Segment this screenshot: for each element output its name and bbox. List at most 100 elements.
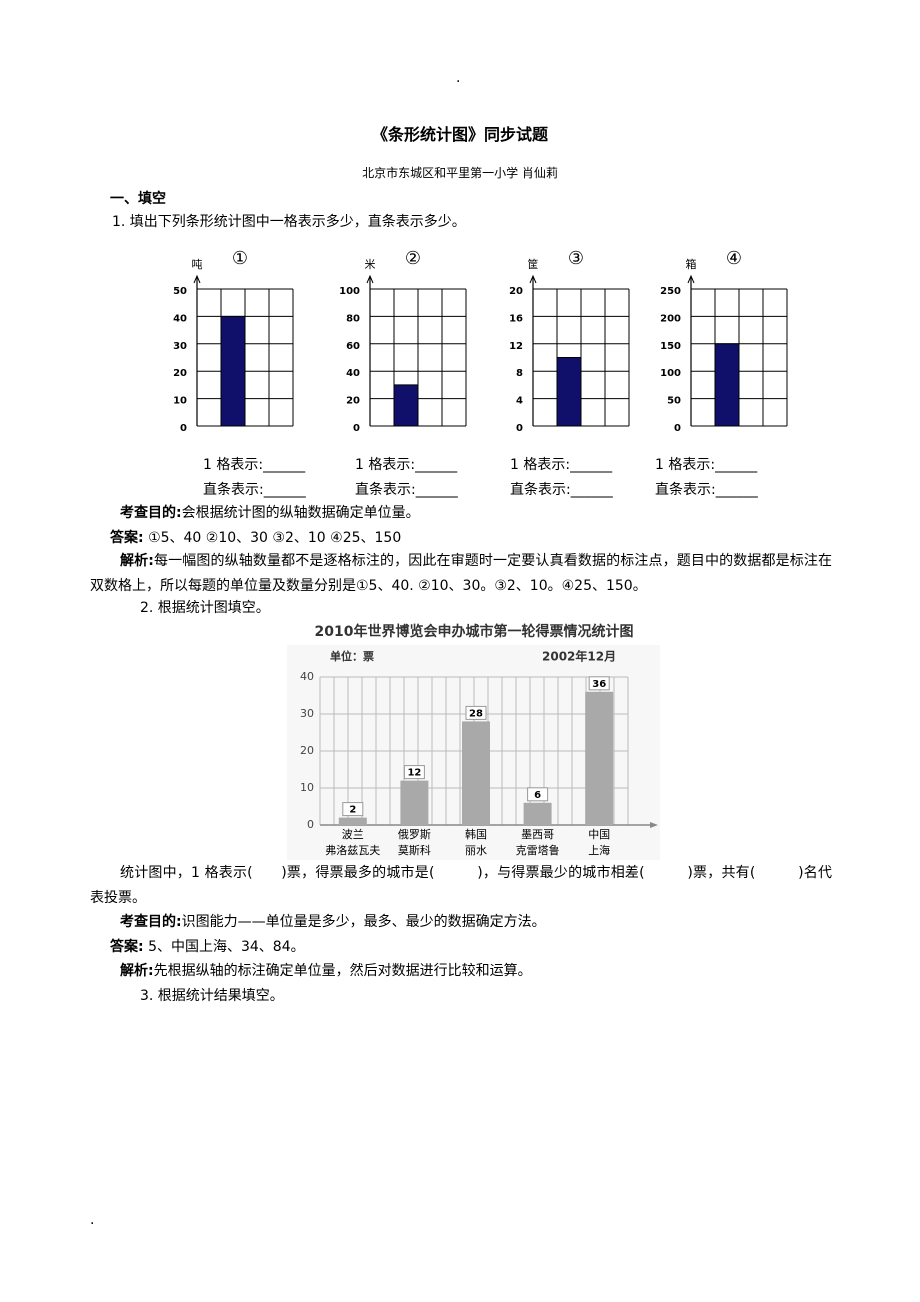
value-label-bg <box>465 705 487 720</box>
axis-arrow <box>193 274 201 284</box>
x-tick-label: 克雷塔鲁 <box>516 843 560 857</box>
chart-number: ③ <box>568 248 584 269</box>
unit-label: 米 <box>365 258 376 271</box>
y-tick-label: 20 <box>346 396 360 407</box>
bar <box>393 384 419 427</box>
y-tick-label: 200 <box>660 313 681 324</box>
question: 1. 填出下列条形统计图中一格表示多少，直条表示多少。 <box>112 214 466 230</box>
y-tick-label: 20 <box>300 744 314 757</box>
bar <box>338 817 367 825</box>
label: 答案: <box>110 939 144 955</box>
x-tick-label: 波兰 <box>342 828 364 841</box>
y-tick-label: 50 <box>667 396 681 407</box>
section-heading: 一、填空 <box>110 191 166 207</box>
bar <box>462 721 490 825</box>
text: 先根据纵轴的标注确定单位量，然后对数据进行比较和运算。 <box>153 963 532 979</box>
y-tick-label: 0 <box>180 423 187 434</box>
answer: 答案: 5、中国上海、34、84。 <box>110 935 305 960</box>
value-label: 36 <box>592 679 606 690</box>
blank-bar: 直条表示:______ <box>355 482 458 498</box>
label: 考查目的: <box>120 505 182 521</box>
blank-cell: 1 格表示:______ <box>510 457 613 473</box>
text: 每一幅图的纵轴数量都不是逐格标注的，因此在审题时一定要认真看数据的标注点，题目中… <box>90 553 832 594</box>
chart-number: ① <box>232 248 248 269</box>
y-tick-label: 20 <box>509 286 523 297</box>
bar <box>220 315 246 427</box>
x-tick-label: 中国 <box>588 828 610 841</box>
x-tick-label: 莫斯科 <box>398 843 431 857</box>
bar <box>714 343 740 427</box>
title: 《条形统计图》同步试题 <box>371 125 548 144</box>
y-tick-label: 12 <box>509 341 523 352</box>
value-label: 2 <box>349 805 356 816</box>
x-tick-label: 俄罗斯 <box>398 828 431 841</box>
blank-cell: 1 格表示:______ <box>655 457 758 473</box>
y-tick-label: 40 <box>173 313 187 324</box>
value-label: 28 <box>469 708 483 719</box>
y-tick-label: 0 <box>307 818 314 831</box>
y-tick-label: 30 <box>173 341 187 352</box>
blank-bar: 直条表示:______ <box>203 482 306 498</box>
label: 考查目的: <box>120 914 182 930</box>
label: 答案: <box>110 530 144 546</box>
y-tick-label: 0 <box>353 423 360 434</box>
blank-bar: 直条表示:______ <box>510 482 613 498</box>
y-tick-label: 100 <box>339 286 360 297</box>
y-tick-label: 40 <box>346 368 360 379</box>
question: 2. 根据统计图填空。 <box>140 600 270 616</box>
text: 会根据统计图的纵轴数据确定单位量。 <box>181 505 420 521</box>
value-label: 12 <box>407 768 421 779</box>
axis-arrow <box>650 822 658 828</box>
bar <box>400 780 429 825</box>
text: 识图能力——单位量是多少，最多、最少的数据确定方法。 <box>181 914 546 930</box>
blank-bar: 直条表示:______ <box>655 482 758 498</box>
blank-cell: 1 格表示:______ <box>203 457 306 473</box>
x-tick-label: 墨西哥 <box>521 828 554 841</box>
author: 北京市东城区和平里第一小学 肖仙莉 <box>362 166 558 180</box>
y-tick-label: 50 <box>173 286 187 297</box>
axis-arrow <box>529 274 537 284</box>
value-label-bg <box>403 765 425 780</box>
y-tick-label: 10 <box>173 396 187 407</box>
date-label: 2002年12月 <box>542 649 616 664</box>
y-tick-label: 30 <box>300 707 314 720</box>
analysis: 解析:每一幅图的纵轴数量都不是逐格标注的，因此在审题时一定要认真看数据的标注点，… <box>90 549 832 599</box>
label: 解析: <box>120 963 154 979</box>
text: 5、中国上海、34、84。 <box>148 939 305 955</box>
y-tick-label: 20 <box>173 368 187 379</box>
x-tick-label: 丽水 <box>465 844 487 857</box>
y-tick-label: 60 <box>346 341 360 352</box>
label: 解析: <box>120 553 154 569</box>
value-label-bg <box>588 676 610 691</box>
y-tick-label: 0 <box>674 423 681 434</box>
unit-label: 吨 <box>192 258 203 271</box>
y-tick-label: 80 <box>346 313 360 324</box>
y-tick-label: 250 <box>660 286 681 297</box>
value-label-bg <box>342 802 364 817</box>
analysis: 解析:先根据纵轴的标注确定单位量，然后对数据进行比较和运算。 <box>120 959 532 984</box>
unit-label: 单位：票 <box>330 649 374 663</box>
bar <box>523 802 552 825</box>
x-tick-label: 弗洛兹瓦夫 <box>325 843 380 857</box>
purpose: 考查目的:会根据统计图的纵轴数据确定单位量。 <box>120 501 420 526</box>
chart-number: ④ <box>726 248 742 269</box>
y-tick-label: 40 <box>300 670 314 683</box>
unit-label: 筐 <box>528 257 539 271</box>
y-tick-label: 10 <box>300 781 314 794</box>
unit-label: 箱 <box>686 257 697 271</box>
y-tick-label: 150 <box>660 341 681 352</box>
y-tick-label: 4 <box>516 396 523 407</box>
x-tick-label: 上海 <box>588 843 610 857</box>
y-tick-label: 16 <box>509 313 523 324</box>
header-mark: . <box>456 70 461 86</box>
footer-mark: . <box>90 1212 95 1228</box>
chart-title: 2010年世界博览会申办城市第一轮得票情况统计图 <box>315 623 634 640</box>
bar <box>585 691 614 825</box>
question-fill: 统计图中，1 格表示( )票，得票最多的城市是( )，与得票最少的城市相差( )… <box>90 865 832 906</box>
axis-arrow <box>366 274 374 284</box>
bar <box>556 357 582 427</box>
value-label-bg <box>527 787 549 802</box>
answer: 答案: ①5、40 ②10、30 ③2、10 ④25、150 <box>110 526 401 551</box>
